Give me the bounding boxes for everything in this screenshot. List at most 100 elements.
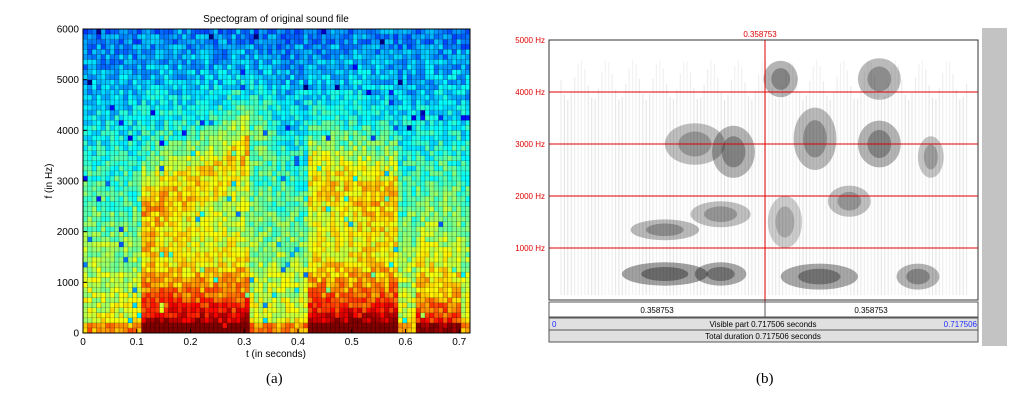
heatmap-cell xyxy=(101,236,106,242)
heatmap-cell xyxy=(380,175,385,182)
heatmap-cell xyxy=(308,231,313,237)
heatmap-cell xyxy=(299,34,304,40)
heatmap-cell xyxy=(168,201,174,207)
heatmap-cell xyxy=(105,257,111,263)
heatmap-cell xyxy=(272,201,277,207)
heatmap-cell xyxy=(132,211,138,217)
heatmap-cell xyxy=(96,175,102,182)
heatmap-cell xyxy=(110,135,115,141)
heatmap-cell xyxy=(119,287,124,293)
heatmap-cell xyxy=(182,307,187,313)
heatmap-cell xyxy=(321,84,327,90)
heatmap-cell xyxy=(285,79,291,85)
heatmap-cell xyxy=(276,115,282,121)
heatmap-cell xyxy=(110,64,115,70)
heatmap-cell xyxy=(218,236,223,242)
heatmap-cell xyxy=(299,297,304,303)
heatmap-cell xyxy=(276,216,282,222)
heatmap-cell xyxy=(398,287,403,293)
heatmap-cell xyxy=(339,99,345,106)
heatmap-cell xyxy=(353,231,358,237)
heatmap-cell xyxy=(452,312,457,318)
heatmap-cell xyxy=(384,74,390,80)
heatmap-cell xyxy=(348,115,354,121)
heatmap-cell xyxy=(429,49,435,55)
heatmap-cell xyxy=(132,312,138,318)
heatmap-cell xyxy=(186,206,192,212)
heatmap-cell xyxy=(105,327,111,334)
heatmap-cell xyxy=(159,307,165,313)
heatmap-cell xyxy=(281,160,286,166)
heatmap-cell xyxy=(123,292,129,298)
heatmap-cell xyxy=(254,170,259,177)
heatmap-cell xyxy=(299,94,304,101)
heatmap-cell xyxy=(123,312,129,318)
heatmap-cell xyxy=(389,170,394,177)
heatmap-cell xyxy=(344,262,349,268)
heatmap-cell xyxy=(398,322,403,329)
heatmap-cell xyxy=(222,39,228,45)
heatmap-cell xyxy=(168,292,174,298)
heatmap-cell xyxy=(159,69,165,75)
heatmap-cell xyxy=(375,125,381,131)
heatmap-cell xyxy=(384,297,390,303)
heatmap-cell xyxy=(263,120,268,126)
heatmap-cell xyxy=(240,322,246,329)
heatmap-cell xyxy=(168,327,174,334)
heatmap-cell xyxy=(213,64,219,70)
heatmap-cell xyxy=(249,44,255,50)
heatmap-cell xyxy=(317,322,322,329)
heatmap-cell xyxy=(380,221,385,227)
heatmap-cell xyxy=(240,327,246,334)
heatmap-cell xyxy=(137,105,142,111)
heatmap-cell xyxy=(218,29,223,35)
heatmap-cell xyxy=(191,160,196,166)
heatmap-cell xyxy=(173,292,178,298)
heatmap-cell xyxy=(249,272,255,278)
heatmap-cell xyxy=(200,84,205,90)
heatmap-cell xyxy=(231,216,237,222)
heatmap-cell xyxy=(276,170,282,177)
heatmap-cell xyxy=(245,231,250,237)
heatmap-cell xyxy=(186,49,192,55)
heatmap-cell xyxy=(344,79,349,85)
heatmap-cell xyxy=(411,236,417,242)
heatmap-cell xyxy=(290,135,295,141)
heatmap-cell xyxy=(101,181,106,187)
heatmap-cell xyxy=(92,170,97,177)
heatmap-cell xyxy=(182,135,187,141)
heatmap-cell xyxy=(281,54,286,60)
heatmap-cell xyxy=(420,226,426,232)
heatmap-cell xyxy=(326,211,331,217)
heatmap-cell xyxy=(303,216,309,222)
heatmap-cell xyxy=(366,79,372,85)
heatmap-cell xyxy=(308,267,313,273)
heatmap-cell xyxy=(218,49,223,55)
heatmap-cell xyxy=(371,231,376,237)
heatmap-cell xyxy=(204,160,210,166)
heatmap-cell xyxy=(393,186,399,192)
heatmap-cell xyxy=(420,302,426,308)
heatmap-cell xyxy=(281,267,286,273)
heatmap-cell xyxy=(186,145,192,151)
heatmap-cell xyxy=(389,165,394,172)
heatmap-cell xyxy=(330,160,336,166)
heatmap-cell xyxy=(380,231,385,237)
heatmap-cell xyxy=(159,181,165,187)
heatmap-cell xyxy=(366,64,372,70)
heatmap-cell xyxy=(222,186,228,192)
heatmap-cell xyxy=(411,115,417,121)
heatmap-cell xyxy=(191,115,196,121)
heatmap-cell xyxy=(276,79,282,85)
heatmap-cell xyxy=(182,170,187,177)
heatmap-cell xyxy=(389,257,394,263)
heatmap-cell xyxy=(227,105,232,111)
heatmap-cell xyxy=(344,307,349,313)
heatmap-cell xyxy=(83,69,88,75)
heatmap-cell xyxy=(267,297,273,303)
heatmap-cell xyxy=(425,44,430,50)
heatmap-cell xyxy=(182,277,187,283)
heatmap-cell xyxy=(227,69,232,75)
heatmap-cell xyxy=(141,79,147,85)
heatmap-cell xyxy=(186,312,192,318)
